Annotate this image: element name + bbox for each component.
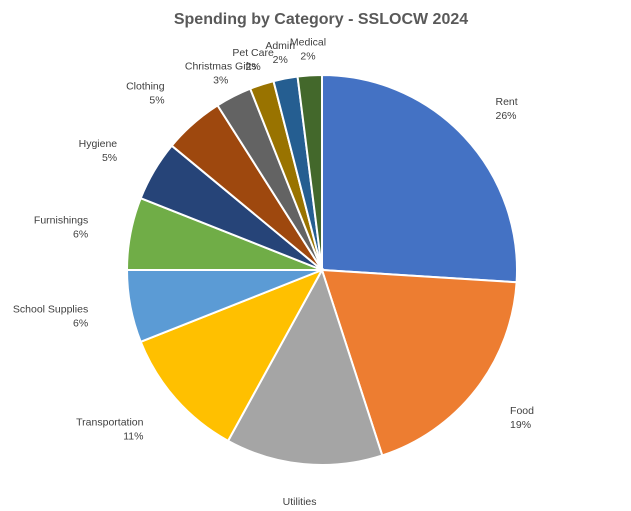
slice-category-label: Admin bbox=[265, 40, 295, 52]
pie-slice-rent bbox=[321, 73, 518, 284]
data-label: Hygiene 5% bbox=[79, 138, 118, 164]
slice-category-label: Rent bbox=[495, 96, 517, 108]
slice-value-label: 2% bbox=[300, 50, 315, 62]
pie-labels: Rent 26% Food 19% Utilities13% Transportation… bbox=[13, 36, 534, 511]
data-label: Admin 2% bbox=[265, 40, 295, 66]
data-label: Medical 2% bbox=[290, 36, 326, 62]
slice-category-label: School Supplies bbox=[13, 304, 88, 316]
slice-value-label: 11% bbox=[123, 430, 143, 442]
data-label: Transportation 11% bbox=[76, 416, 143, 442]
slice-category-label: Hygiene bbox=[79, 138, 118, 150]
slice-value-label: 2% bbox=[245, 61, 260, 73]
pie-slice-medical bbox=[296, 73, 323, 271]
data-label: Food 19% bbox=[510, 405, 534, 431]
data-label: Pet Care 2% bbox=[232, 47, 274, 73]
slice-category-label: Furnishings bbox=[34, 214, 88, 226]
slice-value-label: 26% bbox=[495, 110, 516, 122]
pie-slices bbox=[125, 73, 518, 466]
pie-slice-utilities bbox=[226, 267, 384, 466]
chart-title: Spending by Category - SSLOCW 2024 bbox=[174, 11, 468, 28]
slice-category-label: Christmas Gifts bbox=[185, 60, 257, 72]
data-label: Rent 26% bbox=[495, 96, 517, 122]
slice-value-label: 3% bbox=[213, 74, 228, 86]
slice-category-label: Medical bbox=[290, 36, 326, 48]
slice-value-label: 6% bbox=[73, 228, 88, 240]
slice-value-label: 2% bbox=[273, 54, 288, 66]
slice-category-label: Transportation bbox=[76, 416, 143, 428]
pie-slice-food bbox=[320, 268, 518, 457]
slice-value-label: 19% bbox=[510, 419, 531, 431]
slice-category-label: Clothing bbox=[126, 80, 165, 92]
data-label: Clothing 5% bbox=[126, 80, 165, 106]
data-label: Utilities13% bbox=[283, 496, 317, 511]
slice-value-label: 5% bbox=[102, 152, 117, 164]
slice-value-label: 5% bbox=[149, 94, 164, 106]
data-label: Furnishings 6% bbox=[34, 214, 88, 240]
pie-slice-transportation bbox=[139, 268, 325, 443]
data-label: School Supplies 6% bbox=[13, 304, 88, 330]
data-label: Christmas Gifts 3% bbox=[185, 60, 257, 86]
slice-category-label: Pet Care bbox=[232, 47, 274, 59]
slice-value-label: 6% bbox=[73, 318, 88, 330]
slice-category-label: Food bbox=[510, 405, 534, 417]
slice-category-label: Utilities bbox=[283, 496, 317, 506]
